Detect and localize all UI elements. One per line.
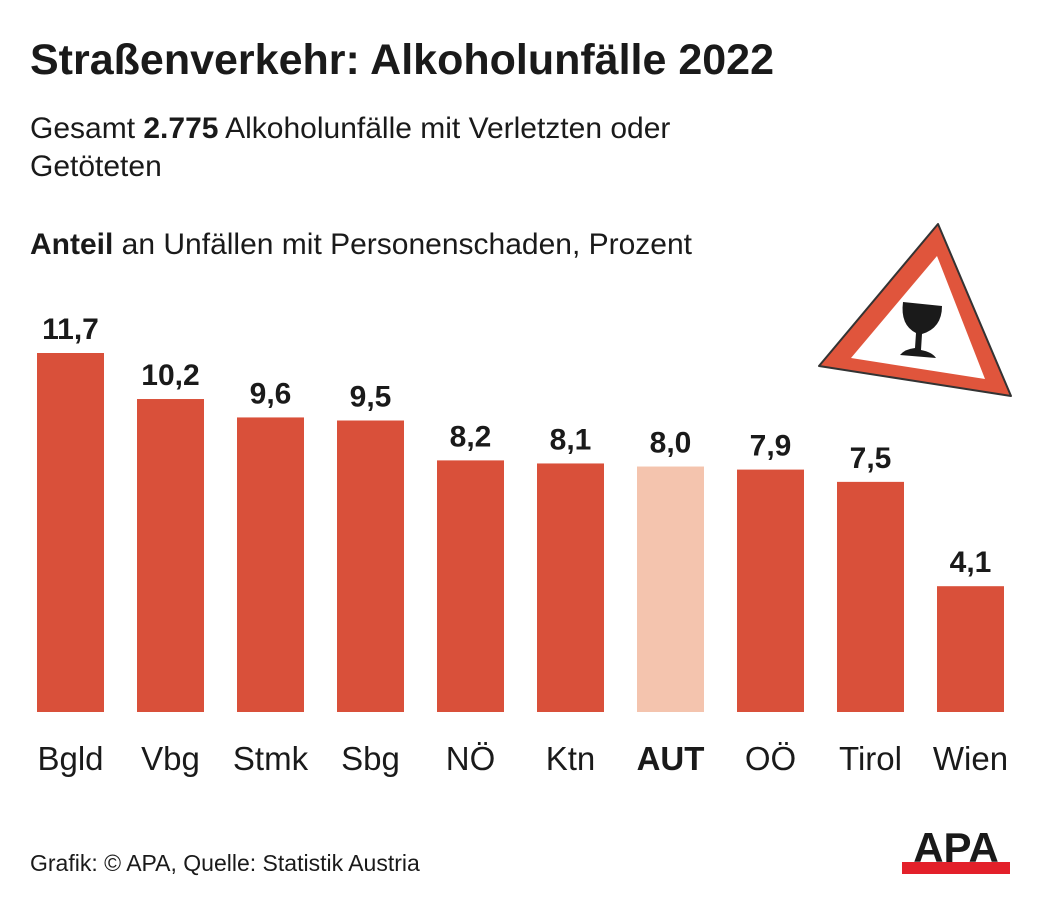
data-label: 10,2: [141, 359, 199, 392]
bar-OÖ: [737, 469, 804, 712]
unit-label-bold: Anteil: [30, 228, 114, 261]
category-label: AUT: [637, 740, 705, 777]
source-note: Grafik: © APA, Quelle: Statistik Austria: [30, 850, 420, 876]
bar-Sbg: [337, 420, 404, 712]
data-label: 8,1: [550, 423, 592, 456]
category-label: Tirol: [839, 740, 902, 777]
category-label: Ktn: [546, 740, 596, 777]
bar-NÖ: [437, 460, 504, 712]
apa-logo: APA: [902, 824, 1010, 874]
apa-logo-bar: [902, 862, 1010, 874]
category-label: Sbg: [341, 740, 400, 777]
bar-AUT: [637, 466, 704, 712]
bar-Tirol: [837, 481, 904, 712]
chart-title: Straßenverkehr: Alkoholunfälle 2022: [30, 36, 774, 84]
bar-Vbg: [137, 399, 204, 712]
chart-subtitle: Gesamt 2.775 Alkoholunfälle mit Verletzt…: [30, 110, 790, 186]
subtitle-suffix: Alkoholunfälle mit Verletzten oder Getöt…: [30, 112, 671, 183]
warning-triangle-wine-glass-icon: [818, 223, 1012, 397]
data-label: 11,7: [42, 313, 99, 346]
category-label: Vbg: [141, 740, 200, 777]
bar-Ktn: [537, 463, 604, 712]
data-label: 8,0: [650, 427, 692, 460]
bars: 11,7 Bgld 10,2 Vbg 9,6 Stmk 9,5 Sbg 8,2 NÖ 8,1 Ktn 8…: [37, 313, 1008, 777]
data-label: 9,6: [250, 377, 292, 410]
category-label: Bgld: [37, 740, 103, 777]
category-label: Wien: [933, 740, 1008, 777]
data-label: 9,5: [350, 381, 392, 414]
subtitle-prefix: Gesamt: [30, 112, 144, 145]
data-label: 7,5: [850, 442, 892, 475]
data-label: 4,1: [950, 546, 992, 579]
unit-label: Anteil an Unfällen mit Personenschaden, …: [30, 228, 692, 262]
data-label: 7,9: [750, 430, 792, 463]
subtitle-total: 2.775: [143, 112, 219, 145]
category-label: NÖ: [446, 740, 496, 777]
category-label: Stmk: [233, 740, 309, 777]
bar-Stmk: [237, 417, 304, 712]
bar-Wien: [937, 586, 1004, 712]
category-label: OÖ: [745, 740, 796, 777]
bar-Bgld: [37, 353, 104, 712]
unit-label-rest: an Unfällen mit Personenschaden, Prozent: [113, 228, 693, 261]
data-label: 8,2: [450, 420, 492, 453]
